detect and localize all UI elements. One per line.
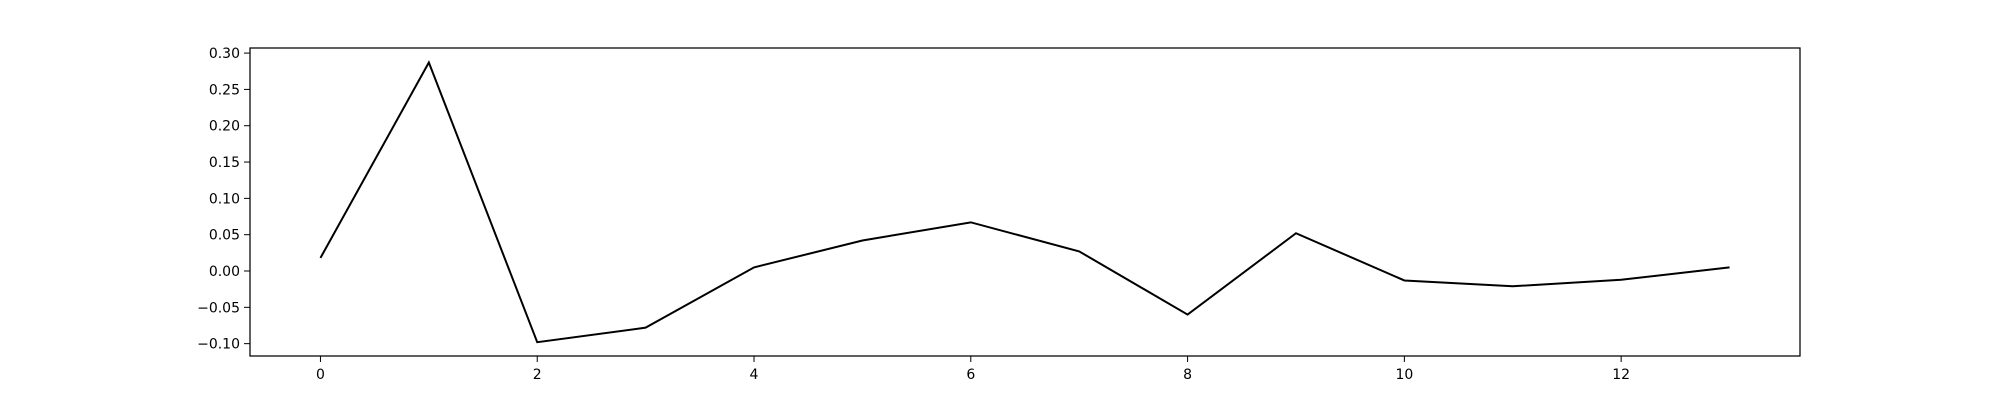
y-tick-label: −0.10 [197, 337, 240, 353]
y-tick-label: 0.05 [209, 228, 240, 244]
x-tick-label: 6 [966, 367, 975, 383]
x-tick-label: 10 [1395, 367, 1413, 383]
y-tick-label: 0.25 [209, 82, 240, 98]
x-tick-label: 8 [1183, 367, 1192, 383]
x-axis: 0 2 4 6 8 10 12 [316, 356, 1630, 383]
series-line [319, 60, 1730, 344]
y-tick-label: 0.15 [209, 155, 240, 171]
x-tick-label: 12 [1612, 367, 1630, 383]
y-tick-label: −0.05 [197, 300, 240, 316]
y-tick-label: 0.00 [209, 264, 240, 280]
y-tick-label: 0.20 [209, 119, 240, 135]
y-axis: −0.10 −0.05 0.00 0.05 0.10 0.15 0.20 0.25 0.30 [197, 46, 250, 353]
x-tick-label: 0 [316, 367, 325, 383]
y-tick-label: 0.10 [209, 191, 240, 207]
plot-frame [249, 47, 1801, 357]
y-tick-label: 0.30 [209, 46, 240, 62]
x-tick-label: 4 [750, 367, 759, 383]
x-tick-label: 2 [533, 367, 542, 383]
